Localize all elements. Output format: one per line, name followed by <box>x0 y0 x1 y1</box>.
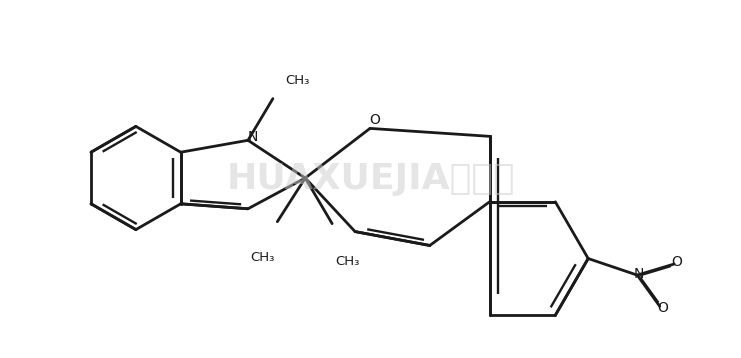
Text: O: O <box>657 301 668 315</box>
Text: N: N <box>634 267 645 281</box>
Text: O: O <box>671 255 682 269</box>
Text: CH₃: CH₃ <box>285 74 309 87</box>
Text: HUAXUEJIA化学加: HUAXUEJIA化学加 <box>226 162 515 196</box>
Text: N: N <box>247 130 258 145</box>
Text: CH₃: CH₃ <box>335 255 359 268</box>
Text: O: O <box>370 113 380 127</box>
Text: CH₃: CH₃ <box>250 251 275 265</box>
